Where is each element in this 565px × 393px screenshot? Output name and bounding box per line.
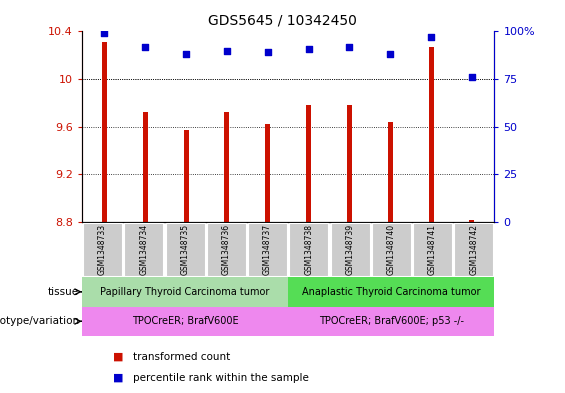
- Bar: [470, 220, 475, 222]
- Point: [181, 51, 190, 57]
- Text: tissue: tissue: [48, 287, 79, 297]
- Bar: [306, 105, 311, 222]
- Bar: [102, 42, 107, 222]
- Point: [304, 46, 313, 52]
- Point: [223, 48, 232, 54]
- Text: transformed count: transformed count: [133, 352, 230, 362]
- Text: TPOCreER; BrafV600E; p53 -/-: TPOCreER; BrafV600E; p53 -/-: [319, 316, 464, 326]
- Text: GSM1348740: GSM1348740: [387, 224, 396, 275]
- Text: GDS5645 / 10342450: GDS5645 / 10342450: [208, 14, 357, 28]
- Text: ■: ■: [113, 352, 124, 362]
- Point: [141, 44, 150, 50]
- Text: Anaplastic Thyroid Carcinoma tumor: Anaplastic Thyroid Carcinoma tumor: [302, 287, 480, 297]
- Text: GSM1348742: GSM1348742: [470, 224, 478, 275]
- Bar: [143, 112, 147, 222]
- Text: GSM1348735: GSM1348735: [181, 224, 189, 275]
- Bar: [347, 105, 352, 222]
- Point: [100, 30, 109, 37]
- Text: percentile rank within the sample: percentile rank within the sample: [133, 373, 308, 383]
- Text: GSM1348736: GSM1348736: [222, 224, 231, 275]
- Text: TPOCreER; BrafV600E: TPOCreER; BrafV600E: [132, 316, 238, 326]
- Point: [386, 51, 395, 57]
- Text: GSM1348737: GSM1348737: [263, 224, 272, 275]
- Bar: [388, 122, 393, 222]
- Text: genotype/variation: genotype/variation: [0, 316, 79, 326]
- Point: [467, 74, 476, 80]
- Bar: [266, 124, 270, 222]
- Bar: [184, 130, 189, 222]
- Text: GSM1348739: GSM1348739: [346, 224, 354, 275]
- Text: GSM1348741: GSM1348741: [428, 224, 437, 275]
- Point: [263, 49, 272, 55]
- Point: [345, 44, 354, 50]
- Point: [427, 34, 436, 40]
- Bar: [224, 112, 229, 222]
- Text: Papillary Thyroid Carcinoma tumor: Papillary Thyroid Carcinoma tumor: [101, 287, 270, 297]
- Bar: [429, 47, 433, 222]
- Text: GSM1348734: GSM1348734: [140, 224, 148, 275]
- Text: ■: ■: [113, 373, 124, 383]
- Text: GSM1348733: GSM1348733: [98, 224, 107, 275]
- Text: GSM1348738: GSM1348738: [305, 224, 313, 275]
